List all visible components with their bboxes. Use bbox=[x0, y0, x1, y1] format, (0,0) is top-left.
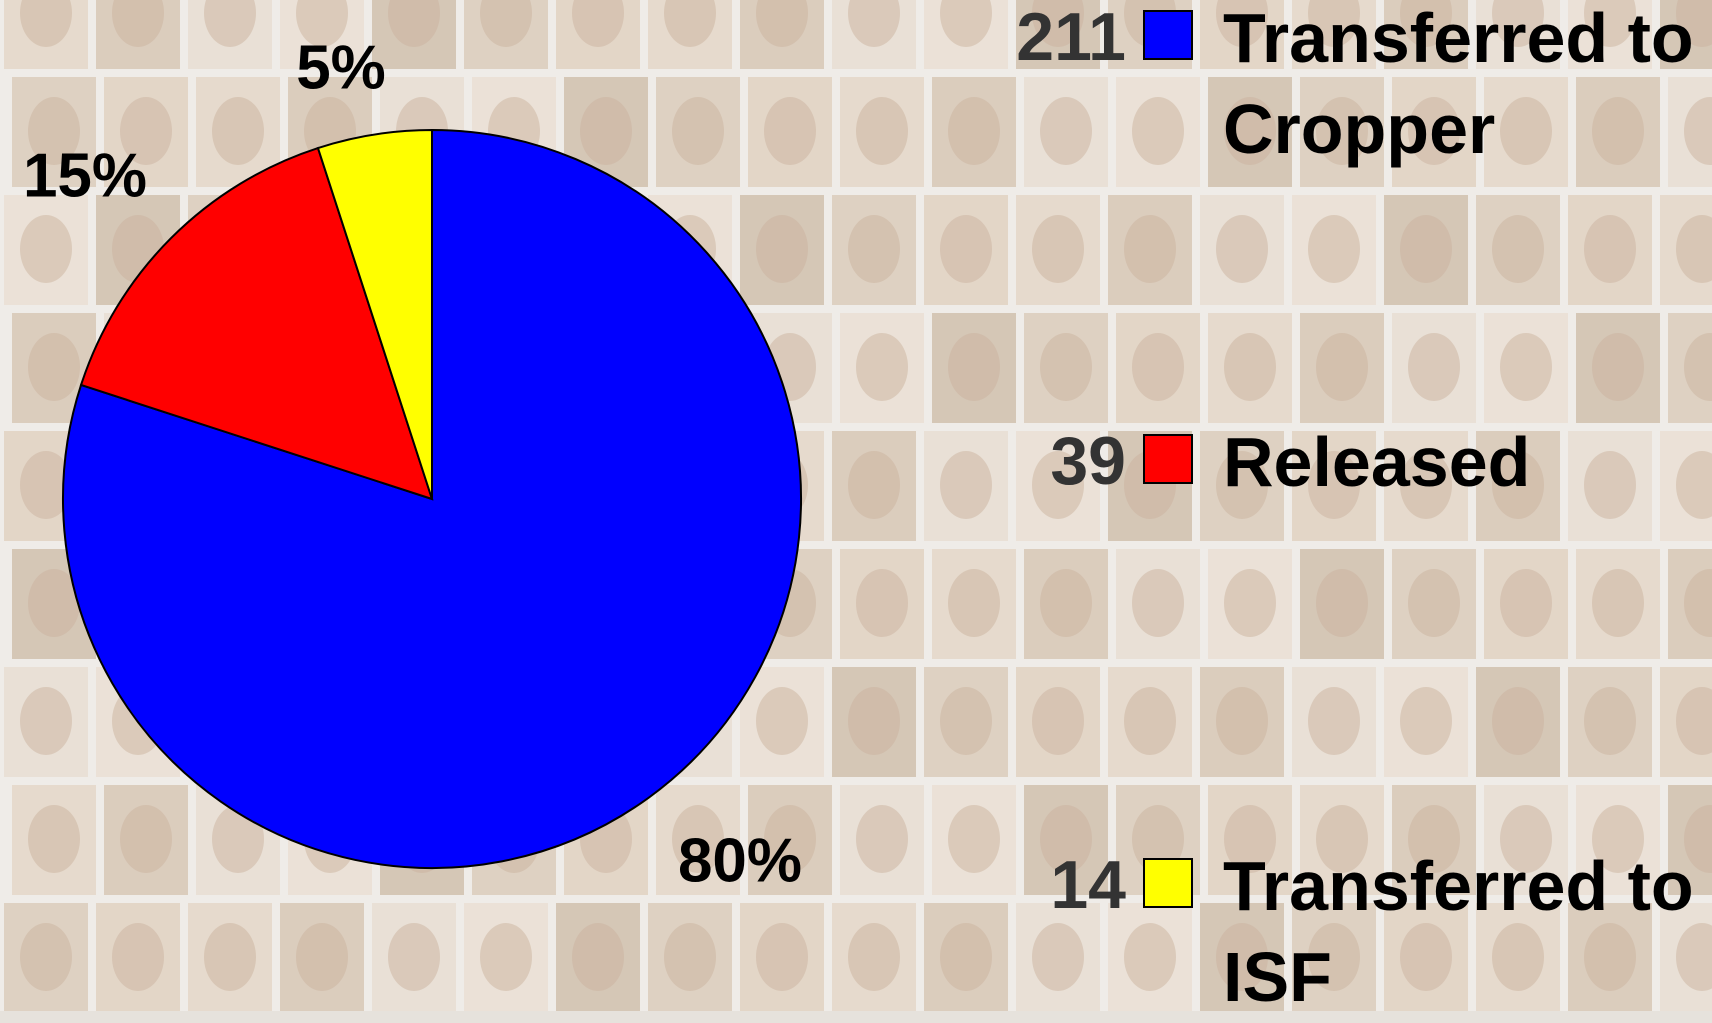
page: 80%15%5% (() => { const data = JSON.pars… bbox=[0, 0, 1712, 1011]
slice-label: 15% bbox=[23, 141, 147, 210]
slice-label: 80% bbox=[678, 826, 802, 895]
legend-swatch bbox=[1143, 10, 1193, 60]
legend-count: 14 bbox=[926, 851, 1126, 919]
legend-count: 39 bbox=[926, 427, 1126, 495]
legend-label: Transferred to ISF bbox=[1223, 841, 1711, 1023]
legend-swatch bbox=[1143, 434, 1193, 484]
legend-swatch bbox=[1143, 858, 1193, 908]
slice-label: 5% bbox=[296, 33, 386, 102]
legend-count: 211 bbox=[926, 3, 1126, 71]
legend-label: Released bbox=[1223, 417, 1711, 508]
legend-label: Transferred to Cropper bbox=[1223, 0, 1711, 175]
